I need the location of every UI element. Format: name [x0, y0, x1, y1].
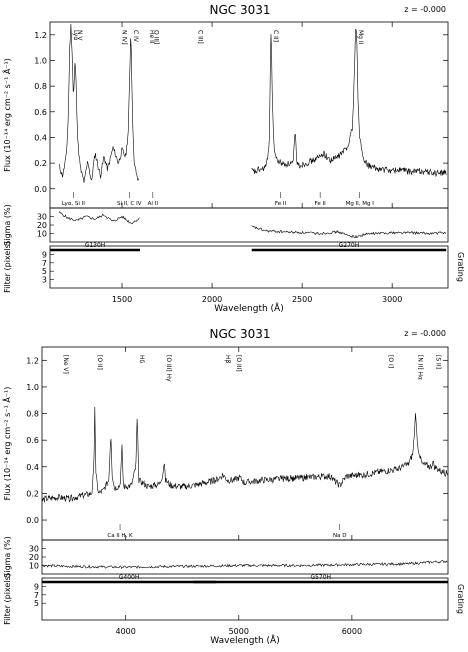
- filter-frame: [49, 245, 449, 289]
- emission-line-label: N IV]: [121, 30, 128, 45]
- emission-line-label: O III]: [153, 30, 160, 44]
- flux-y-tick-label: 0.0: [34, 185, 47, 194]
- emission-line-label: [O III]: [235, 355, 242, 372]
- sigma-line-1: [41, 560, 448, 569]
- chart-title: NGC 3031: [209, 327, 270, 341]
- x-tick-label: 1500: [112, 295, 132, 304]
- filter-axis-label: Filter (pixels): [3, 573, 12, 625]
- sigma-axis-label: Sigma (%): [3, 536, 12, 577]
- grating-axis-label: Grating: [456, 252, 465, 282]
- absorption-line-label: Na D: [333, 533, 346, 539]
- emission-line-label: N V: [76, 30, 83, 41]
- sigma-line-1: [58, 211, 140, 225]
- absorption-line-label: Mg II, Mg I: [346, 201, 375, 207]
- x-tick-label: 3000: [382, 295, 402, 304]
- x-tick-label: 2000: [202, 295, 222, 304]
- sigma-y-tick-label: 20: [29, 553, 39, 562]
- x-axis-label: Wavelength (Å): [210, 634, 279, 646]
- grating-name-label: G130H: [85, 242, 106, 249]
- sigma-y-tick-label: 30: [29, 545, 39, 554]
- absorption-line-label: Fe II: [275, 201, 287, 207]
- grating-axis-label: Grating: [456, 584, 465, 614]
- spectrum-line-1: [41, 406, 449, 503]
- x-tick-label: 4000: [116, 627, 136, 636]
- sigma-y-tick-label: 30: [37, 213, 47, 222]
- sigma-y-tick-label: 10: [37, 230, 47, 239]
- flux-frame: [41, 346, 449, 541]
- x-tick-label: 5000: [229, 627, 249, 636]
- flux-y-tick-label: 0.2: [26, 489, 39, 498]
- spectrum-line-1: [59, 23, 139, 183]
- emission-line-label: C IV: [132, 30, 139, 43]
- sigma-y-tick-label: 20: [37, 221, 47, 230]
- emission-line-label: [S II]: [434, 355, 441, 369]
- filter-y-tick-label: 7: [34, 591, 39, 600]
- filter-y-tick-label: 5: [34, 599, 39, 608]
- flux-y-tick-label: 0.6: [34, 108, 47, 117]
- panel-1: NGC 3031 z = -0.000 Flux (10⁻¹⁴ erg cm⁻² s…: [1, 3, 465, 314]
- redshift-label: z = -0.000: [404, 329, 446, 338]
- emission-line-label: C II]: [272, 30, 279, 42]
- flux-y-tick-label: 0.4: [26, 463, 39, 472]
- flux-y-tick-label: 0.6: [26, 436, 39, 445]
- emission-line-label: C III]: [197, 30, 204, 44]
- emission-line-label: Hδ: [138, 355, 145, 364]
- absorption-line-label: Fe II: [315, 201, 327, 207]
- filter-frame: [41, 577, 449, 621]
- emission-line-label: Hβ: [224, 355, 231, 364]
- grating-name-label: G400H: [119, 574, 140, 581]
- emission-line-label: [Ne V]: [62, 355, 69, 374]
- spectrum-line-2: [251, 28, 447, 178]
- emission-line-label: [O III] Hγ: [165, 355, 172, 382]
- sigma-frame: [49, 207, 449, 243]
- filter-y-tick-label: 5: [42, 267, 47, 276]
- flux-y-tick-label: 0.4: [34, 133, 47, 142]
- filter-y-tick-label: 9: [34, 582, 39, 591]
- emission-line-label: Lyα: [72, 30, 79, 40]
- grating-name-label: G570H: [310, 574, 331, 581]
- emission-line-label: [O II]: [96, 355, 103, 370]
- sigma-line-2: [251, 225, 447, 239]
- filter-axis-label: Filter (pixels): [3, 241, 12, 293]
- x-axis-label: Wavelength (Å): [214, 302, 283, 314]
- sigma-frame: [41, 539, 449, 575]
- absorption-line-label: Si II, C IV: [117, 201, 142, 207]
- flux-y-tick-label: 1.0: [26, 383, 39, 392]
- emission-line-label: He II: [148, 30, 155, 44]
- absorption-line-label: Lyα, Si II: [62, 201, 85, 207]
- flux-y-tick-label: 1.0: [34, 56, 47, 65]
- absorption-line-label: Ca II H, K: [107, 533, 133, 539]
- flux-y-tick-label: 1.2: [26, 356, 39, 365]
- emission-line-label: [O I]: [387, 355, 394, 368]
- flux-frame: [49, 21, 449, 209]
- filter-y-tick-label: 3: [42, 276, 47, 285]
- filter-y-tick-label: 7: [42, 259, 47, 268]
- emission-line-label: [N II] Hα: [417, 355, 424, 380]
- panel-2: NGC 3031 z = -0.000 Flux (10⁻¹⁴ erg cm⁻² s…: [1, 327, 465, 646]
- flux-y-tick-label: 0.8: [34, 82, 47, 91]
- redshift-label: z = -0.000: [404, 5, 446, 14]
- sigma-y-tick-label: 10: [29, 562, 39, 571]
- sigma-axis-label: Sigma (%): [3, 204, 12, 245]
- emission-line-label: Mg II: [357, 30, 364, 45]
- flux-y-tick-label: 1.2: [34, 31, 47, 40]
- flux-y-tick-label: 0.8: [26, 410, 39, 419]
- filter-y-tick-label: 9: [42, 250, 47, 259]
- grating-name-label: G270H: [339, 242, 360, 249]
- absorption-line-label: Al II: [148, 201, 159, 207]
- x-tick-label: 6000: [342, 627, 362, 636]
- x-tick-label: 2500: [292, 295, 312, 304]
- flux-y-tick-label: 0.2: [34, 159, 47, 168]
- chart-title: NGC 3031: [209, 3, 270, 17]
- flux-y-tick-label: 0.0: [26, 516, 39, 525]
- flux-axis-label: Flux (10⁻¹⁴ erg cm⁻² s⁻¹ Å⁻¹): [1, 58, 12, 172]
- flux-axis-label: Flux (10⁻¹⁴ erg cm⁻² s⁻¹ Å⁻¹): [1, 387, 12, 501]
